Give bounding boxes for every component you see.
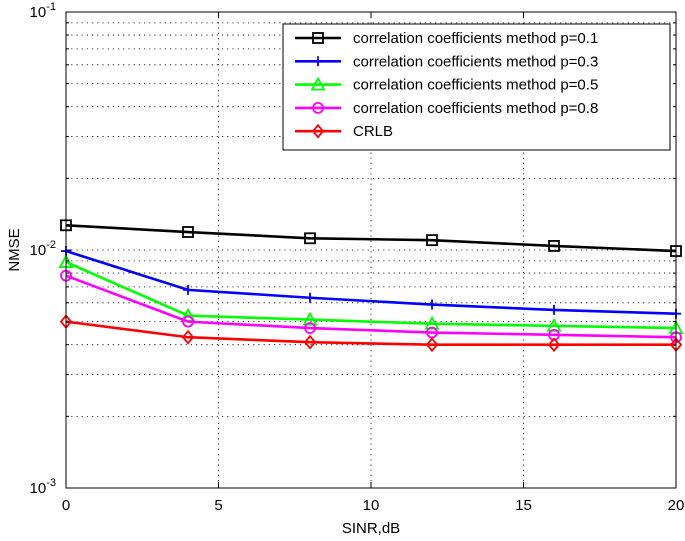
legend-entry: correlation coefficients method p=0.5 <box>295 77 598 94</box>
diamond-marker <box>303 334 317 350</box>
legend-label: correlation coefficients method p=0.1 <box>353 30 598 47</box>
diamond-marker <box>181 329 195 345</box>
circle-marker <box>182 315 194 328</box>
legend: correlation coefficients method p=0.1 cor… <box>282 23 671 151</box>
square-marker <box>312 32 324 44</box>
x-tick-label: 5 <box>214 497 222 514</box>
legend-entry: CRLB <box>295 123 393 140</box>
x-tick-label: 15 <box>515 497 532 514</box>
legend-label: correlation coefficients method p=0.3 <box>353 53 598 70</box>
triangle-marker <box>424 315 440 330</box>
circle-marker <box>312 102 324 114</box>
triangle-marker <box>302 311 318 326</box>
y-tick-label: 10-2 <box>30 239 56 259</box>
series-line <box>65 223 677 253</box>
y-axis-label: NMSE <box>6 228 23 271</box>
series-line <box>65 249 677 315</box>
series-line <box>65 260 677 330</box>
square-marker <box>426 234 438 247</box>
legend-label: correlation coefficients method p=0.8 <box>353 100 598 117</box>
plus-marker <box>549 304 559 315</box>
legend-entry: correlation coefficients method p=0.8 <box>295 100 598 117</box>
diamond-marker <box>425 337 439 353</box>
plus-marker <box>427 299 437 310</box>
plus-marker <box>313 56 323 67</box>
triangle-marker <box>546 317 562 332</box>
legend-box <box>282 23 671 151</box>
series-group <box>58 219 684 353</box>
legend-label: correlation coefficients method p=0.5 <box>353 77 598 94</box>
diamond-marker <box>311 123 325 139</box>
plus-marker <box>183 284 193 295</box>
series-line <box>65 274 677 339</box>
plus-marker <box>305 292 315 303</box>
x-tick-label: 20 <box>668 497 685 514</box>
square-marker <box>304 232 316 245</box>
legend-label: CRLB <box>353 123 393 140</box>
x-tick-label: 10 <box>363 497 380 514</box>
axis-ticks: 0 5 10 15 20 10-3 10-2 10-1 <box>30 1 685 514</box>
circle-marker <box>304 322 316 334</box>
y-tick-label: 10-3 <box>30 477 56 497</box>
y-tick-label: 10-1 <box>30 1 56 21</box>
series-line <box>65 320 676 347</box>
square-marker <box>548 240 560 252</box>
diamond-marker <box>547 337 561 353</box>
legend-entry: correlation coefficients method p=0.1 <box>295 30 598 47</box>
x-axis-label: SINR,dB <box>342 520 400 537</box>
triangle-marker <box>310 76 326 91</box>
square-marker <box>182 226 194 238</box>
x-tick-label: 0 <box>62 497 70 514</box>
legend-entry: correlation coefficients method p=0.3 <box>295 53 598 70</box>
